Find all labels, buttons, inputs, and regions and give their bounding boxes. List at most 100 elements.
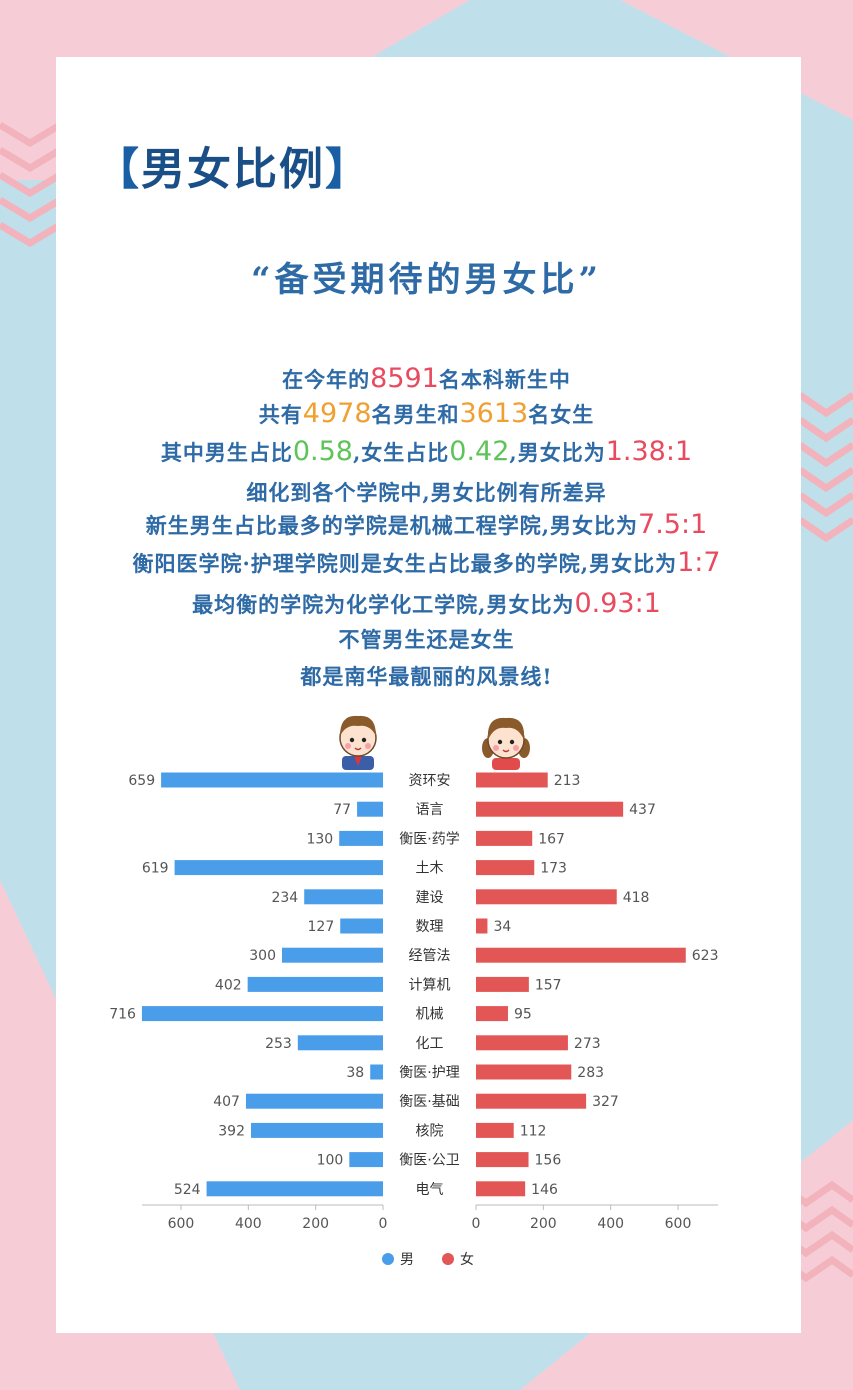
legend-female-marker xyxy=(442,1253,454,1265)
male-value-label: 77 xyxy=(333,802,351,818)
female-bar xyxy=(476,1093,587,1109)
category-label: 化工 xyxy=(416,1036,444,1052)
female-value-label: 157 xyxy=(535,977,562,993)
female-value-label: 156 xyxy=(535,1153,562,1169)
left-tick-label: 600 xyxy=(168,1216,195,1232)
content-card xyxy=(56,57,801,1333)
female-bar xyxy=(476,1122,514,1138)
female-value-label: 173 xyxy=(540,861,567,877)
intro-line-9: 都是南华最靓丽的风景线! xyxy=(300,664,553,689)
intro-line-5: 新生男生占比最多的学院是机械工程学院,男女比为7.5:1 xyxy=(145,509,708,540)
female-value-label: 437 xyxy=(629,802,656,818)
male-bar xyxy=(206,1181,383,1197)
category-label: 语言 xyxy=(416,802,444,818)
male-bar xyxy=(297,1035,383,1051)
male-bar xyxy=(281,947,383,963)
female-bar xyxy=(476,889,617,905)
right-tick-label: 600 xyxy=(665,1216,692,1232)
male-value-label: 402 xyxy=(215,977,242,993)
category-label: 衡医·药学 xyxy=(399,831,459,847)
male-bar xyxy=(247,976,383,992)
male-bar xyxy=(304,889,383,905)
female-bar xyxy=(476,1181,526,1197)
intro-line-1: 在今年的8591名本科新生中 xyxy=(282,363,571,394)
intro-line-4: 细化到各个学院中,男女比例有所差异 xyxy=(246,480,607,505)
category-label: 数理 xyxy=(416,919,444,935)
category-label: 机械 xyxy=(416,1007,444,1023)
male-value-label: 234 xyxy=(271,890,298,906)
female-value-label: 112 xyxy=(520,1123,547,1139)
right-tick-label: 200 xyxy=(530,1216,557,1232)
female-bar xyxy=(476,860,535,876)
legend-male-marker xyxy=(382,1253,394,1265)
male-bar xyxy=(370,1064,383,1080)
male-bar xyxy=(357,801,383,817)
male-value-label: 253 xyxy=(265,1036,292,1052)
male-bar xyxy=(251,1122,383,1138)
female-value-label: 146 xyxy=(531,1182,558,1198)
male-value-label: 127 xyxy=(308,919,335,935)
female-value-label: 273 xyxy=(574,1036,601,1052)
female-value-label: 623 xyxy=(692,948,719,964)
male-value-label: 659 xyxy=(128,773,155,789)
intro-line-8: 不管男生还是女生 xyxy=(338,627,515,652)
right-tick-label: 0 xyxy=(472,1216,481,1232)
male-value-label: 619 xyxy=(142,861,169,877)
female-bar xyxy=(476,1152,529,1168)
male-bar xyxy=(174,860,383,876)
category-label: 资环安 xyxy=(409,773,451,789)
male-bar xyxy=(349,1152,383,1168)
female-value-label: 213 xyxy=(554,773,581,789)
male-value-label: 130 xyxy=(306,831,333,847)
male-value-label: 38 xyxy=(346,1065,364,1081)
category-label: 衡医·护理 xyxy=(399,1065,459,1081)
male-bar xyxy=(339,830,383,846)
section-heading: 【男女比例】 xyxy=(95,144,371,195)
female-value-label: 418 xyxy=(623,890,650,906)
male-value-label: 392 xyxy=(218,1123,245,1139)
female-bar xyxy=(476,1035,568,1051)
category-label: 计算机 xyxy=(409,977,451,993)
category-label: 衡医·基础 xyxy=(399,1093,459,1110)
boy-avatar xyxy=(339,715,377,770)
female-bar xyxy=(476,947,686,963)
female-bar xyxy=(476,772,548,788)
subtitle: “备受期待的男女比” xyxy=(250,260,603,300)
intro-line-2: 共有4978名男生和3613名女生 xyxy=(258,398,595,429)
male-value-label: 300 xyxy=(249,948,276,964)
female-bar xyxy=(476,976,529,992)
female-bar xyxy=(476,830,533,846)
right-tick-label: 400 xyxy=(597,1216,624,1232)
category-label: 土木 xyxy=(416,861,444,877)
male-bar xyxy=(161,772,383,788)
female-value-label: 95 xyxy=(514,1007,532,1023)
female-bar xyxy=(476,801,624,817)
male-bar xyxy=(340,918,383,934)
category-label: 衡医·公卫 xyxy=(399,1153,459,1169)
left-tick-label: 200 xyxy=(302,1216,329,1232)
intro-line-3: 其中男生占比0.58,女生占比0.42,男女比为1.38:1 xyxy=(160,436,693,467)
category-label: 建设 xyxy=(416,890,444,906)
category-label: 核院 xyxy=(416,1123,444,1139)
male-value-label: 100 xyxy=(317,1153,344,1169)
intro-line-6: 衡阳医学院·护理学院则是女生占比最多的学院,男女比为1:7 xyxy=(132,547,721,578)
left-tick-label: 400 xyxy=(235,1216,262,1232)
female-value-label: 283 xyxy=(577,1065,604,1081)
male-bar xyxy=(141,1006,383,1022)
female-bar xyxy=(476,1064,572,1080)
male-value-label: 716 xyxy=(109,1007,136,1023)
male-value-label: 407 xyxy=(213,1094,240,1110)
male-bar xyxy=(245,1093,383,1109)
female-value-label: 167 xyxy=(538,831,565,847)
girl-avatar xyxy=(482,717,530,770)
female-value-label: 34 xyxy=(493,919,511,935)
legend-male-label: 男 xyxy=(400,1252,414,1268)
male-value-label: 524 xyxy=(174,1182,201,1198)
female-bar xyxy=(476,918,488,934)
female-value-label: 327 xyxy=(592,1094,619,1110)
legend-female-label: 女 xyxy=(460,1251,474,1268)
left-tick-label: 0 xyxy=(379,1216,388,1232)
category-label: 电气 xyxy=(416,1182,444,1198)
intro-line-7: 最均衡的学院为化学化工学院,男女比为0.93:1 xyxy=(192,588,661,619)
